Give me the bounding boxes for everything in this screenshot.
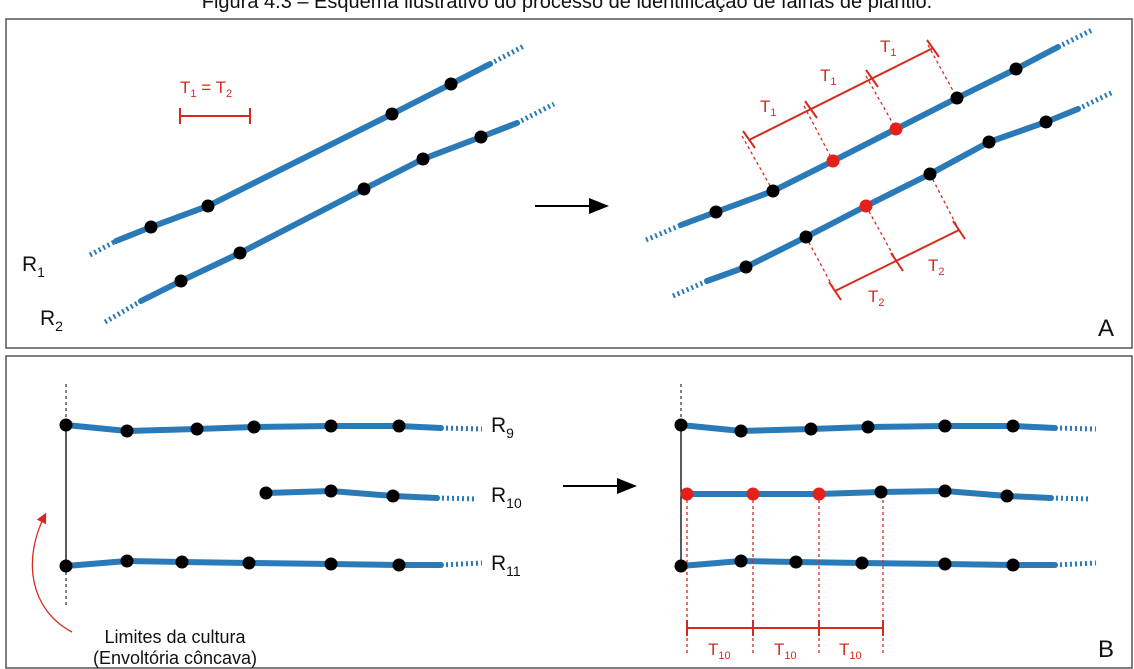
label-r2: R2 [40,307,63,334]
legend-scale-bar [179,108,251,124]
row-r1-right [645,27,1094,243]
figure-caption: Figura 4.3 – Esquema ilustrativo do proc… [201,0,933,13]
panel-b-frame [5,355,1133,669]
t10-measure-chain [686,620,884,636]
label-t1-b: T1 [820,66,837,88]
row-r10-left [263,487,478,502]
boundary-pointer-arrow [31,512,73,633]
t1-measure-chain [742,39,940,149]
label-r9: R9 [491,414,514,441]
label-r1: R1 [22,253,45,280]
plants-right-a [709,62,1053,274]
plants-right-b [674,418,1020,573]
panel-a-frame [5,18,1133,349]
label-t10-c: T10 [839,640,862,662]
panel-a: T1 = T2 R1 R2 [22,27,1115,342]
label-r10: R10 [491,484,522,511]
label-t2-b: T2 [928,256,945,278]
row-r2-right [671,89,1115,299]
plants-left-b [59,418,406,573]
panel-a-letter: A [1098,315,1114,342]
plants-left-a [144,77,488,288]
projection-lines-b [686,494,884,656]
label-t2-a: T2 [868,287,885,309]
label-t10-b: T10 [774,640,797,662]
panel-b-letter: B [1098,636,1114,663]
label-t1-a: T1 [760,97,777,119]
t2-measure-chain [828,220,966,301]
label-t10-a: T10 [708,640,731,662]
label-r11: R11 [491,552,521,579]
legend-equality: T1 = T2 [180,78,232,100]
projection-lines-a [741,44,960,292]
label-t1-c: T1 [880,37,897,59]
inferred-plants-a [826,122,903,213]
inferred-plants-b [680,487,826,501]
boundary-note-line2: (Envoltória côncava) [93,648,257,668]
panel-b: R9 R10 R11 Limites da cultura (Envoltóri… [31,384,1114,668]
boundary-note-line1: Limites da cultura [104,627,246,647]
